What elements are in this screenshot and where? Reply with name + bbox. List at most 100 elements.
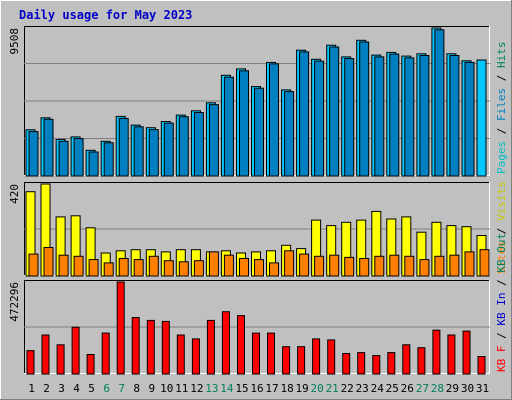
bar-visits-sites-sites-27 [419, 259, 430, 277]
bar-kbytes-kb-f-8 [131, 317, 140, 375]
bar-kbytes-kb-f-14 [221, 311, 230, 375]
chart-panels: 9508 Pages / Files / Hits 420 Sites / Visit… [8, 26, 508, 375]
bar-visits-sites-sites-21 [329, 254, 340, 277]
bar-kbytes-kb-f-19 [297, 346, 306, 375]
bar-visits-sites-sites-25 [389, 254, 400, 277]
legend-entry: / [495, 326, 508, 346]
bar-hits-files-pages-files-10 [163, 122, 174, 177]
bar-visits-sites-sites-13 [208, 251, 219, 277]
bar-visits-sites-sites-11 [178, 261, 189, 277]
bar-visits-sites-sites-15 [239, 258, 249, 277]
legend-entry: Hits [495, 42, 508, 69]
bar-hits-files-pages-files-13 [208, 104, 219, 177]
legend-entry: KB F [495, 346, 508, 373]
bar-hits-files-pages-files-5 [88, 151, 99, 177]
bar-kbytes-kb-f-29 [447, 334, 456, 375]
bar-visits-sites-sites-2 [43, 247, 54, 277]
x-tick-label-16: 16 [250, 382, 263, 395]
legend-entry: KB In [495, 293, 508, 326]
bar-hits-files-pages-files-29 [449, 55, 460, 177]
bar-hits-files-pages-files-15 [239, 70, 249, 177]
bar-kbytes-kb-f-7 [116, 281, 125, 375]
x-tick-label-14: 14 [220, 382, 234, 395]
bar-hits-files-pages-files-4 [73, 138, 84, 177]
bar-hits-files-pages-files-3 [58, 140, 69, 177]
bar-visits-sites-sites-24 [374, 255, 385, 277]
bar-kbytes-kb-f-2 [41, 334, 50, 375]
legend-entry: KB Out [495, 233, 508, 273]
bar-hits-files-pages-files-16 [254, 87, 264, 177]
legend-entry: / [495, 221, 508, 241]
panel-hits-files-pages-legend: Pages / Files / Hits [495, 42, 508, 175]
panel-visits-sites: 420 Sites / Visits [8, 181, 508, 277]
x-tick-label-9: 9 [148, 382, 155, 395]
bar-hits-files-pages-files-28 [434, 29, 445, 177]
bar-kbytes-kb-f-4 [71, 326, 80, 375]
x-tick-label-22: 22 [341, 382, 354, 395]
x-tick-label-23: 23 [356, 382, 369, 395]
bar-kbytes-kb-f-16 [252, 332, 260, 375]
bar-hits-files-pages-files-23 [359, 41, 370, 177]
bar-visits-sites-sites-20 [314, 255, 325, 277]
bar-kbytes-kb-f-6 [101, 332, 110, 375]
x-tick-label-5: 5 [88, 382, 95, 395]
bar-visits-sites-sites-5 [88, 259, 99, 277]
bar-visits-sites-sites-1 [28, 253, 39, 277]
x-tick-label-25: 25 [386, 382, 399, 395]
bar-kbytes-kb-f-9 [146, 319, 155, 375]
bar-kbytes-kb-f-22 [342, 353, 351, 375]
bar-visits-sites-sites-9 [148, 255, 159, 277]
x-tick-label-13: 13 [205, 382, 218, 395]
x-tick-label-27: 27 [416, 382, 429, 395]
legend-entry: Visits [495, 181, 508, 221]
bar-hits-files-pages-files-2 [43, 118, 54, 177]
bar-visits-sites-sites-12 [193, 260, 204, 277]
bar-visits-sites-sites-30 [464, 251, 475, 277]
bar-kbytes-kb-f-26 [402, 344, 411, 375]
x-tick-label-11: 11 [175, 382, 188, 395]
panel-kbytes-ymax-label: 472296 [8, 282, 21, 322]
panel-visits-sites-ymax-label: 420 [8, 184, 21, 204]
bar-hits-files-pages-files-8 [133, 126, 144, 177]
panel-kbytes: 472296 KB F / KB In / KB Out [8, 233, 508, 375]
bar-visits-sites-sites-18 [284, 250, 295, 277]
legend-entry: Files [495, 88, 508, 121]
bar-visits-sites-sites-14 [223, 254, 234, 277]
x-tick-label-24: 24 [371, 382, 385, 395]
bar-kbytes-kb-f-3 [56, 344, 65, 375]
bar-hits-files-pages-files-6 [103, 142, 114, 177]
bar-kbytes-kb-f-13 [206, 319, 215, 375]
bar-hits-files-pages-files-14 [223, 76, 234, 177]
x-tick-label-19: 19 [295, 382, 308, 395]
bar-hits-files-pages-files-9 [148, 129, 159, 177]
legend-entry: Pages [495, 141, 508, 174]
x-tick-label-28: 28 [431, 382, 444, 395]
bar-visits-sites-sites-22 [344, 256, 355, 277]
bar-kbytes-kb-f-31 [477, 356, 486, 375]
x-tick-label-6: 6 [103, 382, 110, 395]
bar-kbytes-kb-f-5 [86, 354, 95, 375]
x-tick-label-17: 17 [265, 382, 278, 395]
bar-kbytes-kb-f-28 [432, 329, 441, 375]
x-tick-label-15: 15 [235, 382, 248, 395]
bar-kbytes-kb-f-12 [191, 338, 200, 375]
bar-visits-sites-sites-7 [118, 258, 129, 277]
x-tick-label-4: 4 [73, 382, 80, 395]
x-tick-label-29: 29 [446, 382, 459, 395]
legend-entry: Sites [495, 241, 508, 274]
bar-kbytes-kb-f-25 [387, 352, 396, 375]
x-tick-label-3: 3 [58, 382, 65, 395]
bar-visits-sites-sites-10 [163, 260, 174, 277]
x-tick-label-10: 10 [160, 382, 173, 395]
legend-entry: / [495, 68, 508, 88]
x-tick-label-31: 31 [476, 382, 489, 395]
bar-hits-files-pages-files-22 [344, 58, 355, 177]
bar-kbytes-kb-f-17 [267, 332, 275, 375]
x-tick-label-26: 26 [401, 382, 414, 395]
bar-visits-sites-sites-26 [404, 255, 415, 277]
bar-visits-sites-sites-23 [359, 258, 370, 277]
x-tick-label-12: 12 [190, 382, 203, 395]
bar-hits-files-pages-files-1 [28, 131, 39, 177]
bar-hits-files-pages-files-25 [389, 53, 400, 177]
x-tick-label-21: 21 [326, 382, 339, 395]
